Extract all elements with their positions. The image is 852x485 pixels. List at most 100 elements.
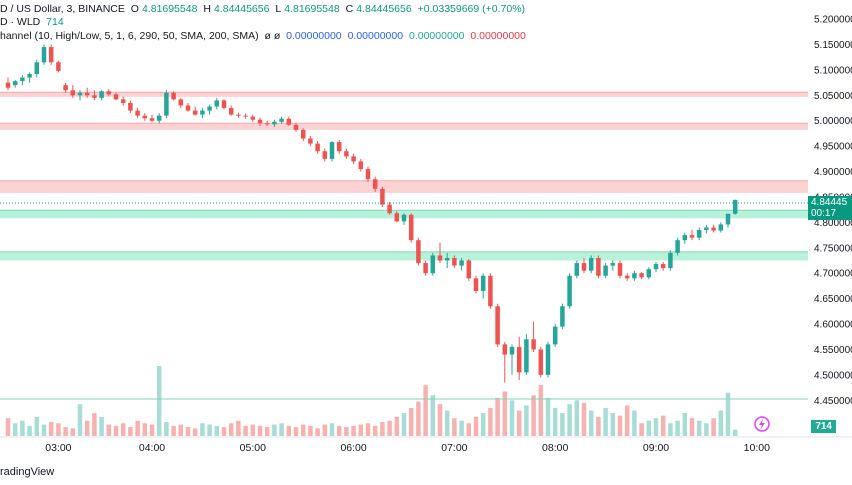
candle-body [185, 105, 191, 111]
volume-bar [214, 425, 220, 436]
candle-body [524, 339, 529, 373]
candle-body [466, 260, 472, 279]
indicator-value-3: 0.00000000 [408, 30, 465, 42]
volume-bar [286, 425, 292, 436]
volume-bar [509, 400, 515, 436]
candle-body [401, 214, 407, 222]
open-value: 4.81695548 [141, 3, 198, 15]
volume-bar [401, 413, 407, 436]
volume-bar [34, 416, 40, 436]
volume-bar [113, 425, 119, 436]
volume-bar [207, 424, 212, 436]
candle-body [135, 110, 140, 116]
time-tick-label: 06:00 [340, 442, 366, 454]
candle-body [41, 47, 47, 63]
volume-bar [236, 420, 241, 436]
time-tick-label: 04:00 [139, 442, 165, 454]
volume-bar [452, 418, 457, 436]
volume-bar [372, 425, 378, 436]
volume-bar [581, 402, 587, 436]
price-tick-label: 4.90000000 [814, 167, 852, 178]
volume-bar [228, 423, 234, 436]
volume-bar [156, 366, 162, 436]
candle-body [560, 306, 565, 327]
volume-bar [617, 415, 623, 436]
low-value: 4.81695548 [284, 3, 340, 15]
support-zone [0, 251, 808, 261]
candle-body [502, 344, 508, 355]
candle-body [315, 143, 320, 152]
resistance-zone [0, 123, 808, 130]
volume-bar [480, 413, 486, 436]
candle-body [495, 306, 500, 345]
volume-bar [41, 424, 47, 436]
bar-countdown: 00:17 [811, 208, 837, 219]
candle-body [27, 73, 32, 78]
volume-bar [718, 410, 724, 436]
candle-body [689, 235, 695, 238]
candle-body [5, 82, 11, 88]
candle-body [293, 124, 299, 130]
volume-bar [574, 400, 580, 436]
volume-bar [272, 424, 277, 436]
price-tick-label: 4.80000000 [814, 218, 852, 229]
volume-bar [416, 401, 421, 436]
volume-bar [596, 416, 601, 436]
candle-body [408, 214, 414, 241]
volume-bar [567, 404, 572, 436]
volume-bar [279, 423, 284, 436]
price-tick-label: 5.20000000 [814, 15, 852, 26]
candle-body [480, 275, 486, 292]
candle-body [718, 224, 724, 231]
branding-text[interactable]: radingView [0, 466, 55, 478]
volume-bar [588, 410, 594, 436]
candle-body [603, 265, 608, 276]
indicator-value-4: 0.00000000 [470, 30, 526, 42]
volume-bar [632, 410, 637, 436]
time-axis-bg [0, 437, 852, 485]
volume-bar [344, 427, 349, 436]
volume-bar [185, 427, 191, 436]
volume-bar [192, 428, 198, 436]
volume-bar [660, 415, 666, 436]
candle-body [660, 264, 666, 269]
volume-bar [120, 423, 126, 436]
volume-bar [495, 397, 500, 436]
candle-body [20, 77, 25, 82]
indicator-name[interactable]: hannel (10, High/Low, 5, 1, 6, 290, 50, … [0, 30, 259, 42]
close-label: C [345, 3, 354, 15]
volume-bar [27, 425, 32, 436]
volume-layer [5, 366, 738, 436]
candle-body [653, 264, 659, 270]
volume-bar [387, 420, 392, 436]
volume-bar [149, 424, 155, 436]
volume-bar [524, 405, 529, 436]
candle-body [437, 255, 443, 261]
volume-legend: D · WLD 714 [0, 16, 67, 28]
candle-body [452, 257, 457, 266]
volume-bar [77, 404, 83, 436]
candle-body [423, 263, 428, 274]
volume-bar [365, 423, 371, 436]
volume-label[interactable]: D · WLD [0, 16, 41, 28]
candle-body [682, 235, 688, 241]
price-tick-label: 5.05000000 [814, 91, 852, 102]
candle-body [646, 269, 652, 278]
price-tick-label: 4.95000000 [814, 142, 852, 153]
candle-body [250, 116, 256, 120]
volume-bar [358, 424, 364, 436]
candle-body [725, 213, 731, 225]
volume-bar [264, 427, 270, 436]
volume-bar [308, 425, 313, 436]
symbol-title[interactable]: D / US Dollar, 3, BINANCE [0, 3, 125, 15]
volume-bar [336, 425, 342, 436]
volume-bar [164, 422, 169, 436]
candle-body [344, 151, 349, 157]
lightning-icon[interactable] [754, 416, 770, 432]
volume-tag: 714 [811, 420, 836, 433]
candle-body [99, 91, 104, 98]
candle-body [711, 227, 716, 231]
candle-body [516, 346, 522, 373]
volume-bar [488, 408, 493, 436]
